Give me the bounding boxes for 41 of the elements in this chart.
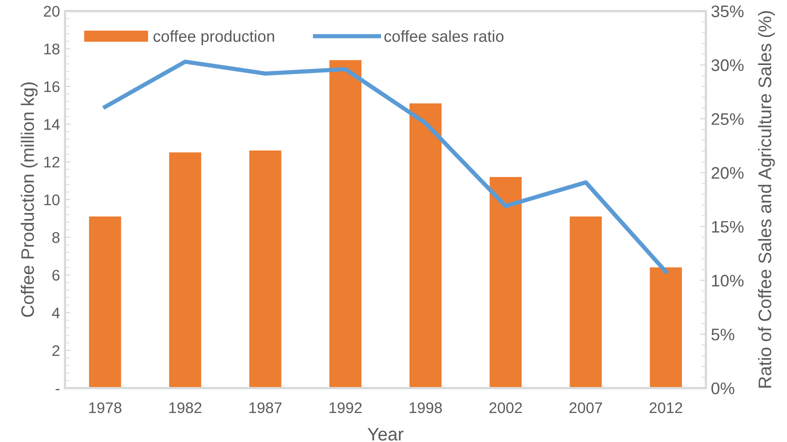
x-tick-label: 1998: [410, 402, 442, 414]
y-tick-label: 8: [52, 232, 60, 243]
y2-axis-title: Ratio of Coffee Sales and Agriculture Sales (%): [758, 11, 775, 388]
x-tick-label: 2007: [570, 402, 602, 414]
y2-tick-label: 0%: [711, 382, 734, 394]
legend-label: coffee sales ratio: [384, 30, 504, 42]
bar: [89, 216, 122, 388]
y2-tick-label: 35%: [711, 5, 744, 18]
y2-tick-label: 25%: [712, 113, 744, 125]
line-series: [102, 60, 668, 274]
x-tick-label: 1987: [249, 402, 282, 414]
bar: [169, 152, 202, 388]
x-tick-label: 1978: [89, 402, 122, 414]
x-axis-title: Year: [368, 428, 404, 441]
y-tick-label: 6: [52, 270, 60, 281]
x-tick-label: 2002: [489, 402, 522, 414]
y2-tick-label: 20%: [712, 167, 744, 179]
y-tick-label: -: [56, 388, 60, 390]
y-tick-label: 2: [52, 345, 60, 356]
y-tick-label: 14: [44, 119, 60, 130]
y-tick-label: 10: [44, 194, 60, 206]
legend-label: coffee production: [154, 30, 274, 46]
x-tick-label: 1982: [169, 402, 202, 414]
bar: [249, 150, 282, 388]
y2-tick-label: 10%: [712, 274, 744, 287]
y-tick-label: 18: [44, 44, 60, 54]
bar: [329, 60, 362, 388]
y-tick-label: 4: [52, 308, 60, 318]
y-tick-label: 16: [44, 81, 60, 92]
y-tick-label: 20: [44, 6, 60, 17]
y2-tick-label: 15%: [712, 220, 744, 233]
x-tick-label: 2012: [650, 402, 682, 414]
bar: [490, 176, 522, 388]
y-tick-label: 12: [44, 156, 60, 168]
y2-tick-label: 30%: [711, 59, 744, 72]
bar: [570, 216, 602, 388]
bar: [410, 103, 442, 388]
bar: [650, 267, 682, 388]
y2-tick-label: 5%: [711, 328, 734, 340]
x-tick-label: 1992: [330, 402, 362, 414]
y-axis-title: Coffee Production (million kg): [20, 82, 38, 317]
